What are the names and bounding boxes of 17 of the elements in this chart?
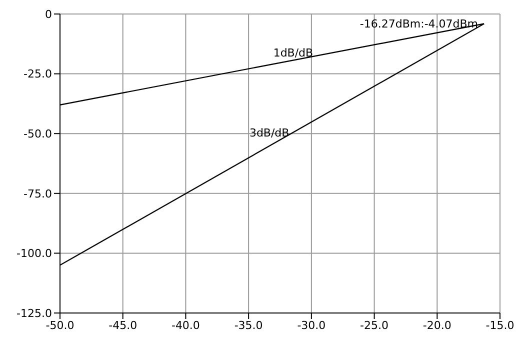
x-tick-label: -15.0 [486, 318, 514, 332]
series-label: 1dB/dB [273, 46, 314, 60]
x-tick-label: -30.0 [297, 318, 326, 332]
y-tick-label: -25.0 [24, 68, 52, 81]
x-tick-label: -25.0 [360, 318, 389, 332]
x-tick-label: -50.0 [46, 318, 74, 332]
series-label: 3dB/dB [249, 126, 290, 140]
annotation: -16.27dBm:-4.07dBm [360, 18, 478, 31]
x-tick-label: -40.0 [171, 318, 200, 332]
y-tick-label: -125.0 [16, 306, 52, 320]
y-tick-label: -50.0 [24, 128, 52, 141]
y-tick-label: -100.0 [16, 247, 52, 260]
x-tick-label: -45.0 [108, 318, 138, 332]
y-tick-label: -75.0 [24, 187, 52, 200]
x-tick-label: -35.0 [234, 318, 263, 332]
x-tick-label: -20.0 [422, 318, 452, 332]
y-tick-label: 0 [45, 8, 52, 21]
